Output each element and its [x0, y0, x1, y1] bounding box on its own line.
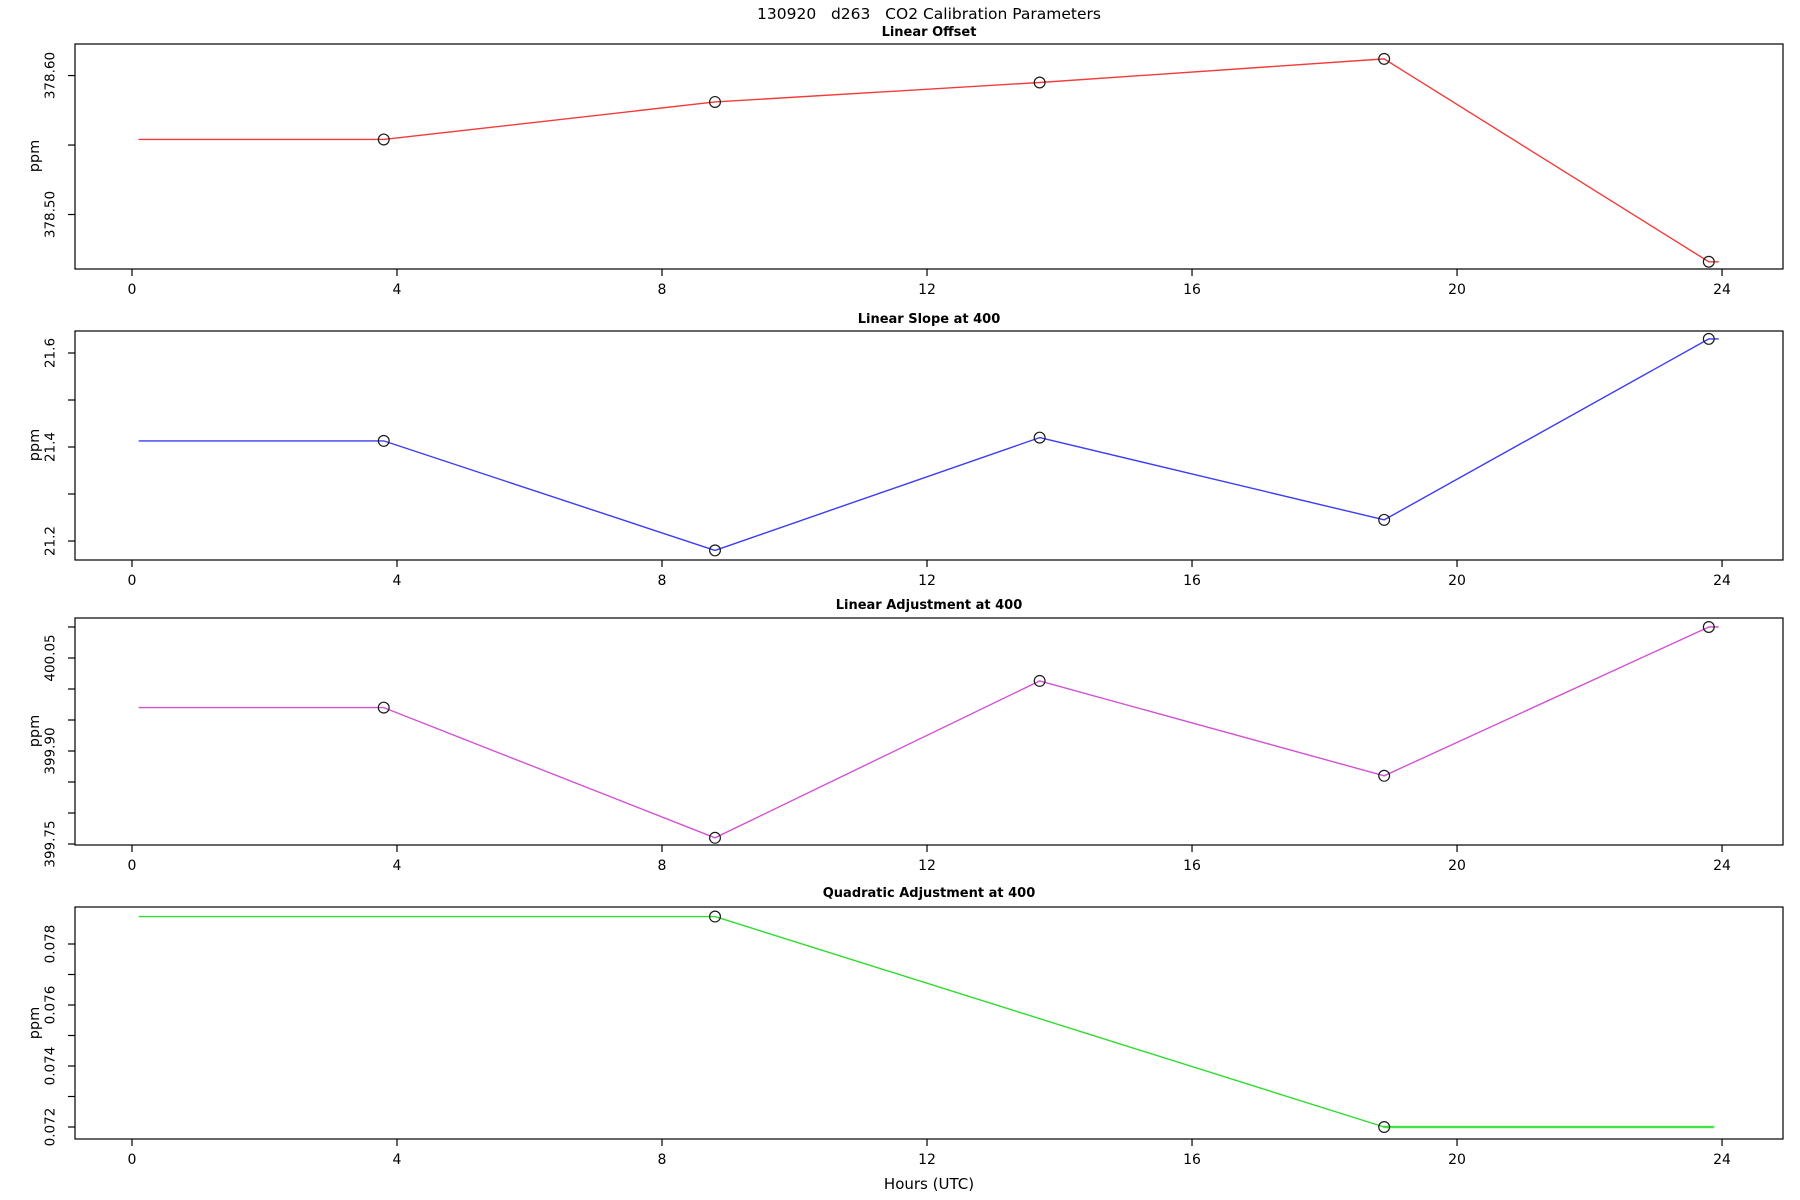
data-point-marker	[1702, 332, 1715, 345]
y-tick-label: 378.60	[43, 52, 59, 99]
y-tick-label: 0.078	[43, 925, 59, 964]
y-tick-label: 399.90	[43, 727, 59, 774]
data-point-marker	[709, 95, 722, 108]
panel-title-quadratic-adjustment: Quadratic Adjustment at 400	[822, 886, 1036, 901]
x-tick-label: 12	[918, 282, 936, 298]
data-point-marker	[709, 910, 722, 923]
x-tick-label: 24	[1713, 573, 1731, 589]
series-line	[138, 626, 1719, 839]
data-point-marker	[377, 701, 390, 714]
data-point-marker	[1702, 620, 1715, 633]
data-point-marker	[1033, 76, 1046, 89]
plot-box	[74, 43, 1784, 270]
data-point-marker	[1702, 255, 1715, 268]
x-tick-label: 0	[128, 573, 137, 589]
x-tick-label: 4	[393, 1152, 402, 1168]
y-axis-label-panel-1: ppm	[27, 139, 43, 173]
y-axis-label-panel-3: ppm	[27, 714, 43, 748]
x-tick-label: 20	[1448, 573, 1466, 589]
data-point-marker	[1378, 769, 1391, 782]
x-tick-label: 4	[393, 282, 402, 298]
x-tick-label: 0	[128, 1152, 137, 1168]
x-tick-label: 8	[658, 1152, 667, 1168]
y-axis-label-panel-2: ppm	[27, 428, 43, 462]
data-point-marker	[1378, 513, 1391, 526]
panel-3: 0 4 8 12 16 20 24 399.75 399.90 400.05	[43, 617, 1784, 874]
panel-4: 0 4 8 12 16 20 24 0.072 0.074 0.076 0.078	[43, 906, 1784, 1168]
x-axis-label: Hours (UTC)	[883, 1175, 975, 1193]
data-point-marker	[377, 133, 390, 146]
y-axis-label-panel-4: ppm	[27, 1006, 43, 1040]
series-line	[138, 58, 1719, 263]
data-point-marker	[1378, 1121, 1391, 1134]
panel-2: 0 4 8 12 16 20 24 21.2 21.4 21.6	[43, 330, 1784, 589]
x-tick-label: 24	[1713, 282, 1731, 298]
x-tick-label: 24	[1713, 858, 1731, 874]
y-tick-label: 399.75	[43, 820, 59, 867]
x-tick-label: 4	[393, 858, 402, 874]
y-tick-label: 0.072	[43, 1108, 59, 1147]
data-point-marker	[709, 831, 722, 844]
data-point-marker	[1378, 52, 1391, 65]
x-tick-label: 12	[918, 573, 936, 589]
x-tick-label: 0	[128, 858, 137, 874]
data-point-marker	[1033, 431, 1046, 444]
y-tick-label: 400.05	[43, 634, 59, 681]
panel-title-linear-offset: Linear Offset	[881, 25, 977, 40]
y-tick-label: 21.2	[43, 526, 59, 556]
x-tick-label: 16	[1183, 282, 1201, 298]
plot-box	[74, 906, 1784, 1140]
x-tick-label: 16	[1183, 1152, 1201, 1168]
x-tick-label: 4	[393, 573, 402, 589]
x-tick-label: 12	[918, 1152, 936, 1168]
x-tick-label: 20	[1448, 1152, 1466, 1168]
series-line	[138, 915, 1714, 1128]
x-tick-label: 16	[1183, 573, 1201, 589]
x-tick-label: 8	[658, 282, 667, 298]
y-tick-label: 21.4	[43, 432, 59, 462]
x-tick-label: 0	[128, 282, 137, 298]
plot-box	[74, 330, 1784, 561]
x-tick-label: 8	[658, 573, 667, 589]
panel-title-linear-adjustment: Linear Adjustment at 400	[835, 598, 1023, 613]
x-tick-label: 12	[918, 858, 936, 874]
y-tick-label: 0.076	[43, 986, 59, 1025]
data-point-marker	[377, 434, 390, 447]
page-title: 130920 d263 CO2 Calibration Parameters	[757, 5, 1101, 23]
plot-box	[74, 617, 1784, 846]
y-tick-label: 378.50	[43, 191, 59, 238]
x-tick-label: 20	[1448, 282, 1466, 298]
data-point-marker	[709, 544, 722, 557]
panel-1: 0 4 8 12 16 20 24 378.50 378.60	[43, 43, 1784, 298]
data-point-marker	[1033, 674, 1046, 687]
x-tick-label: 20	[1448, 858, 1466, 874]
y-tick-label: 21.6	[43, 338, 59, 368]
x-tick-label: 16	[1183, 858, 1201, 874]
panel-title-linear-slope: Linear Slope at 400	[857, 312, 1001, 327]
series-line	[138, 338, 1719, 552]
x-tick-label: 8	[658, 858, 667, 874]
y-tick-label: 0.074	[43, 1047, 59, 1086]
x-tick-label: 24	[1713, 1152, 1731, 1168]
